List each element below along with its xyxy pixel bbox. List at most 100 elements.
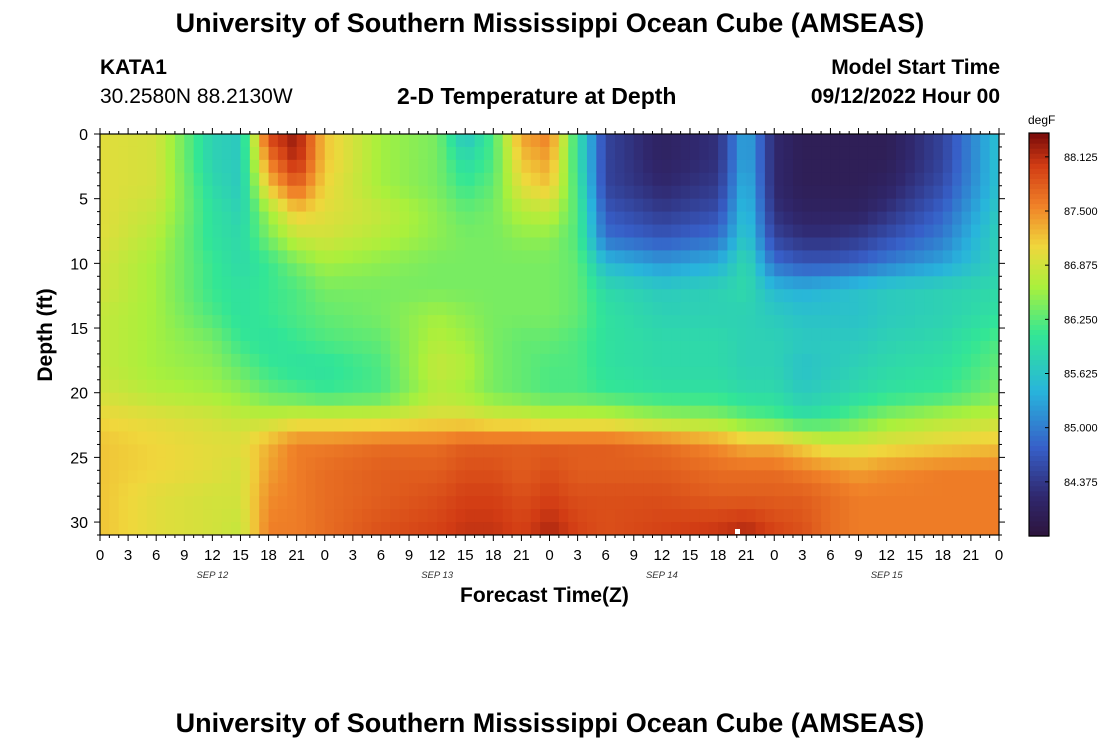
heatmap-cell bbox=[914, 276, 925, 290]
heatmap-cell bbox=[343, 366, 354, 381]
heatmap-cell bbox=[296, 340, 307, 355]
heatmap-cell bbox=[671, 496, 682, 510]
heatmap-cell bbox=[437, 379, 448, 394]
heatmap-cell bbox=[586, 134, 597, 148]
heatmap-cell bbox=[811, 418, 822, 433]
heatmap-cell bbox=[718, 509, 729, 523]
heatmap-cell bbox=[212, 405, 223, 420]
x-tick-label: 3 bbox=[573, 547, 581, 564]
heatmap-cell bbox=[764, 366, 775, 381]
heatmap-cell bbox=[624, 211, 635, 226]
heatmap-cell bbox=[661, 457, 672, 471]
heatmap-cell bbox=[306, 470, 316, 484]
heatmap-cell bbox=[137, 328, 148, 342]
heatmap-cell bbox=[521, 509, 532, 523]
heatmap-cell bbox=[287, 250, 298, 264]
heatmap-cell bbox=[849, 379, 860, 394]
heatmap-cell bbox=[755, 159, 766, 174]
heatmap-cell bbox=[455, 289, 466, 303]
heatmap-cell bbox=[512, 366, 522, 381]
heatmap-cell bbox=[156, 250, 167, 264]
heatmap-cell bbox=[465, 431, 476, 446]
heatmap-cell bbox=[886, 289, 897, 303]
heatmap-cell bbox=[830, 379, 841, 394]
heatmap-cell bbox=[577, 418, 588, 433]
heatmap-cell bbox=[942, 328, 953, 342]
heatmap-cell bbox=[483, 340, 494, 355]
heatmap-cell bbox=[643, 134, 654, 148]
heatmap-cell bbox=[764, 340, 775, 355]
heatmap-cell bbox=[746, 496, 757, 510]
heatmap-cell bbox=[118, 522, 129, 535]
heatmap-cell bbox=[746, 509, 757, 523]
heatmap-cell bbox=[156, 263, 167, 277]
colorbar-segment bbox=[1029, 183, 1049, 190]
heatmap-cell bbox=[343, 159, 354, 174]
heatmap-cell bbox=[474, 392, 485, 407]
heatmap-cell bbox=[596, 340, 607, 355]
heatmap-cell bbox=[128, 366, 139, 381]
heatmap-cell bbox=[390, 328, 401, 342]
heatmap-cell bbox=[568, 470, 579, 484]
heatmap-cell bbox=[905, 224, 916, 239]
heatmap-cell bbox=[193, 457, 204, 471]
heatmap-cell bbox=[558, 211, 569, 226]
heatmap-cell bbox=[118, 457, 129, 471]
heatmap-cell bbox=[867, 237, 878, 252]
heatmap-cell bbox=[924, 340, 935, 355]
heatmap-cell bbox=[296, 405, 307, 420]
heatmap-cell bbox=[905, 134, 916, 148]
heatmap-cell bbox=[352, 392, 363, 407]
heatmap-cell bbox=[493, 250, 504, 264]
heatmap-cell bbox=[455, 366, 466, 381]
heatmap-cell bbox=[558, 185, 569, 200]
heatmap-cell bbox=[596, 302, 607, 316]
heatmap-cell bbox=[343, 263, 354, 277]
heatmap-cell bbox=[137, 418, 148, 433]
heatmap-cell bbox=[755, 353, 766, 368]
heatmap-cell bbox=[165, 379, 176, 394]
heatmap-cell bbox=[895, 483, 906, 497]
heatmap-cell bbox=[268, 289, 279, 303]
heatmap-cell bbox=[418, 379, 429, 394]
heatmap-cell bbox=[184, 172, 195, 187]
heatmap-cell bbox=[109, 263, 120, 277]
heatmap-cell bbox=[942, 237, 953, 252]
heatmap-cell bbox=[783, 134, 794, 148]
heatmap-cell bbox=[493, 496, 504, 510]
colorbar-segment bbox=[1029, 148, 1049, 154]
heatmap-cell bbox=[924, 276, 935, 290]
heatmap-cell bbox=[455, 159, 466, 174]
heatmap-cell bbox=[446, 134, 457, 148]
heatmap-cell bbox=[165, 146, 176, 161]
heatmap-cell bbox=[418, 457, 429, 471]
heatmap-cell bbox=[324, 198, 335, 213]
heatmap-cell bbox=[558, 172, 569, 187]
heatmap-cell bbox=[530, 353, 541, 368]
heatmap-cell bbox=[858, 340, 869, 355]
heatmap-cell bbox=[886, 340, 897, 355]
heatmap-cell bbox=[830, 198, 841, 213]
heatmap-cell bbox=[156, 431, 167, 446]
heatmap-cell bbox=[334, 211, 345, 226]
heatmap-cell bbox=[343, 509, 354, 523]
heatmap-cell bbox=[895, 444, 906, 458]
x-tick-label: 6 bbox=[152, 547, 160, 564]
heatmap-cell bbox=[371, 134, 382, 148]
heatmap-cell bbox=[118, 496, 129, 510]
heatmap-cell bbox=[212, 483, 223, 497]
heatmap-cell bbox=[774, 431, 785, 446]
heatmap-cell bbox=[502, 353, 513, 368]
heatmap-cell bbox=[287, 146, 298, 161]
heatmap-cell bbox=[540, 522, 551, 535]
heatmap-cell bbox=[502, 522, 513, 535]
heatmap-cell bbox=[615, 379, 626, 394]
heatmap-cell bbox=[306, 250, 316, 264]
heatmap-cell bbox=[277, 211, 288, 226]
heatmap-cell bbox=[558, 522, 569, 535]
heatmap-cell bbox=[306, 146, 316, 161]
heatmap-cell bbox=[212, 159, 223, 174]
heatmap-cell bbox=[446, 237, 457, 252]
heatmap-cell bbox=[128, 457, 139, 471]
heatmap-cell bbox=[146, 250, 157, 264]
